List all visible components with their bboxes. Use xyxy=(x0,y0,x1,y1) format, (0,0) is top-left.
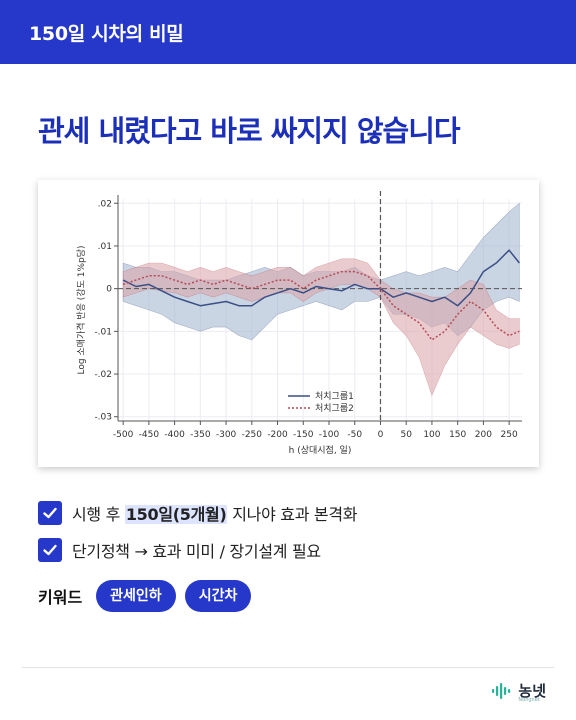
x-tick-label: 150 xyxy=(449,430,466,440)
y-tick-label: .02 xyxy=(98,199,112,209)
x-tick-label: -50 xyxy=(347,430,362,440)
header-bar: 150일 시차의 비밀 xyxy=(0,0,576,64)
y-axis-label: Log 소매가격 반응 (강도 1%p당) xyxy=(75,245,87,374)
x-tick-label: -250 xyxy=(242,430,263,440)
x-axis-label: h (상대시점, 일) xyxy=(289,444,352,456)
keyword-row: 키워드 관세인하 시간차 xyxy=(38,580,260,612)
headline: 관세 내렸다고 바로 싸지지 않습니다 xyxy=(38,114,461,148)
logo-name: 농넷 xyxy=(518,682,546,700)
x-tick-label: -200 xyxy=(267,430,288,440)
brand-logo: 농넷 Nongnet xyxy=(492,680,546,703)
event-study-chart: .02.010-.01-.02-.03-500 -450 -400 -350 -300-… xyxy=(75,191,522,456)
footer-divider xyxy=(22,667,554,668)
checklist-item-1: 시행 후 150일(5개월) 지나야 효과 본격화 xyxy=(38,501,357,525)
x-tick-label: 50 xyxy=(400,430,412,440)
chart-card: .02.01 0 -.01 -.02 -.03 -500 -450 -400 -350 -300-… xyxy=(38,180,539,467)
checklist-text-1: 시행 후 150일(5개월) 지나야 효과 본격화 xyxy=(72,501,357,525)
checklist-text-2: 단기정책 → 효과 미미 / 장기설계 필요 xyxy=(72,542,321,561)
x-tick-label: -100 xyxy=(319,430,340,440)
confidence-band-2 xyxy=(122,258,520,397)
checklist-highlight: 150일(5개월) xyxy=(124,505,228,524)
series-line-1 xyxy=(122,249,520,307)
checklist-item-2: 단기정책 → 효과 미미 / 장기설계 필요 xyxy=(38,538,321,562)
legend-label-1: 처치그룹1 xyxy=(315,390,354,402)
x-tick-label: -150 xyxy=(293,430,314,440)
legend-label-2: 처치그룹2 xyxy=(315,402,354,414)
checklist-prefix: 시행 후 xyxy=(72,505,125,524)
checkbox-checked-icon xyxy=(38,501,62,525)
y-tick-label: -.01 xyxy=(94,327,112,337)
x-tick-label: -400 xyxy=(164,430,185,440)
keyword-tag-time-lag[interactable]: 시간차 xyxy=(184,580,252,612)
series-line-2 xyxy=(122,270,520,341)
y-tick-label: 0 xyxy=(106,285,112,295)
logo-subtext: Nongnet xyxy=(518,697,540,703)
x-tick-label: -350 xyxy=(190,430,211,440)
x-tick-label: -300 xyxy=(216,430,237,440)
checkbox-checked-icon xyxy=(38,538,62,562)
logo-text: 농넷 Nongnet xyxy=(518,680,546,703)
y-tick-label: -.02 xyxy=(94,370,112,380)
sound-wave-icon xyxy=(492,682,511,699)
x-tick-label: 250 xyxy=(501,430,518,440)
y-tick-label: -.03 xyxy=(94,413,112,423)
y-tick-label: .01 xyxy=(98,242,112,252)
x-tick-label: -500 xyxy=(113,430,134,440)
checklist-suffix: 지나야 효과 본격화 xyxy=(227,505,358,524)
keyword-label: 키워드 xyxy=(38,588,83,607)
x-tick-label: 200 xyxy=(475,430,492,440)
x-tick-label: 0 xyxy=(378,430,384,440)
x-tick-label: 100 xyxy=(423,430,440,440)
keyword-tag-tariff-cut[interactable]: 관세인하 xyxy=(96,580,176,612)
header-title: 150일 시차의 비밀 xyxy=(29,22,184,45)
x-tick-label: -450 xyxy=(139,430,160,440)
